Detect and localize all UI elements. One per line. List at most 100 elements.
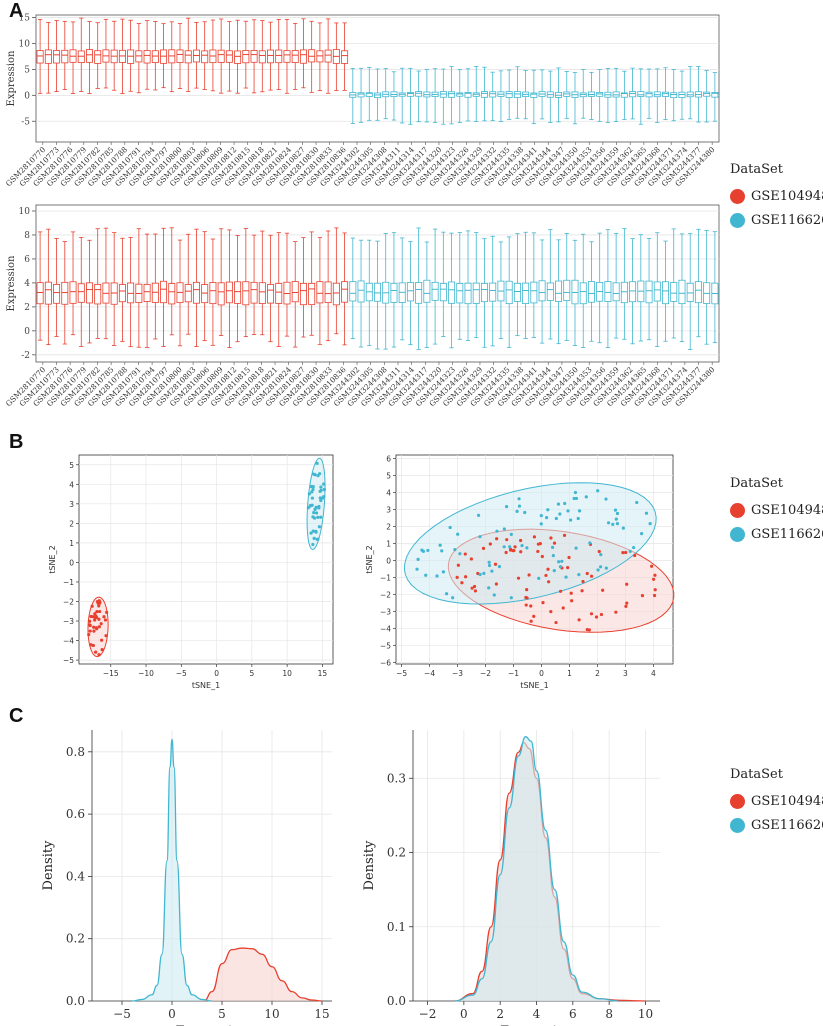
scatter-point	[311, 484, 315, 489]
scatter-point	[580, 589, 584, 593]
y-tick-label: 3	[69, 500, 74, 509]
box	[250, 281, 258, 304]
scatter-point	[487, 586, 491, 590]
legend-label: GSE116626	[751, 526, 823, 542]
y-tick-label: 0.2	[66, 932, 85, 946]
legend-c: DataSet GSE104948 GSE116626	[730, 767, 823, 838]
scatter-point	[451, 596, 455, 600]
legend-b: DataSet GSE104948 GSE116626	[730, 476, 823, 547]
box	[423, 279, 431, 303]
x-tick-label: −2	[419, 1007, 437, 1021]
box	[151, 50, 159, 64]
y-tick-label: −3	[380, 607, 391, 616]
box	[176, 49, 184, 64]
box	[439, 282, 447, 302]
scatter-point	[316, 515, 320, 519]
scatter-point	[481, 546, 486, 550]
legend-swatch-red	[730, 188, 745, 204]
scatter-point	[416, 557, 420, 561]
scatter-point	[100, 638, 104, 642]
scatter-point	[633, 553, 637, 558]
scatter-point	[551, 554, 555, 558]
scatter-point	[448, 525, 452, 530]
scatter-point	[322, 482, 326, 486]
density-line	[131, 738, 213, 1002]
scatter-point	[311, 542, 315, 547]
y-tick-label: 0	[24, 327, 30, 337]
scatter-point	[456, 563, 460, 567]
scatter-point	[495, 529, 499, 533]
y-tick-label: 6	[24, 255, 30, 265]
scatter-point	[574, 496, 579, 501]
box	[77, 283, 85, 303]
scatter-point	[546, 567, 550, 571]
y-tick-label: 1	[386, 539, 391, 548]
density-area	[454, 736, 619, 1001]
scatter-point	[519, 538, 523, 543]
scatter-point	[473, 589, 478, 593]
y-tick-label: 2	[69, 519, 74, 528]
box	[86, 49, 93, 63]
box	[662, 91, 669, 97]
box	[201, 284, 209, 304]
scatter-point	[560, 559, 564, 563]
x-tick-label: −2	[480, 669, 491, 678]
y-axis-label: Expression	[6, 50, 17, 107]
y-tick-label: 10	[19, 207, 31, 217]
scatter-point	[97, 653, 101, 657]
scatter-point	[456, 532, 460, 536]
box	[242, 50, 250, 64]
box	[563, 279, 571, 301]
x-tick-label: 0	[168, 1007, 176, 1021]
y-axis-label: Density	[362, 840, 377, 891]
scatter-point	[470, 586, 474, 590]
box	[234, 281, 242, 304]
scatter-point	[92, 629, 96, 633]
box	[620, 92, 628, 98]
scatter-point	[650, 564, 654, 568]
legend-label: GSE104948	[751, 502, 823, 518]
box	[464, 92, 472, 98]
box	[357, 280, 365, 303]
y-tick-label: −4	[63, 637, 74, 646]
scatter-point	[644, 511, 649, 515]
box	[184, 284, 192, 303]
scatter-point	[435, 574, 439, 578]
y-tick-label: 0	[69, 558, 74, 567]
x-tick-label: −5	[113, 1007, 131, 1021]
scatter-point	[319, 485, 323, 489]
y-tick-label: 0.2	[387, 846, 406, 860]
scatter-point	[478, 572, 482, 577]
scatter-point	[455, 575, 459, 579]
box	[415, 91, 423, 97]
x-tick-label: 15	[318, 669, 328, 678]
box	[448, 281, 456, 304]
x-tick-label: 2	[496, 1007, 504, 1021]
box	[160, 280, 168, 304]
density-line	[454, 736, 619, 1002]
box	[670, 282, 678, 302]
scatter-point	[444, 592, 449, 596]
box	[612, 282, 620, 302]
scatter-point	[567, 555, 571, 560]
scatter-point	[487, 563, 492, 568]
x-tick-label: 0	[460, 1007, 468, 1021]
box	[480, 282, 488, 303]
box	[69, 281, 77, 304]
box	[489, 282, 497, 302]
scatter-point	[525, 596, 529, 600]
scatter-point	[532, 535, 537, 539]
scatter-point	[421, 549, 425, 553]
scatter-point	[313, 473, 317, 477]
scatter-point	[98, 609, 102, 614]
box	[242, 281, 250, 306]
legend-title: DataSet	[730, 767, 783, 782]
y-tick-label: 0.8	[66, 745, 85, 759]
plot-frame	[78, 454, 334, 665]
box	[448, 91, 456, 98]
scatter-point	[558, 589, 563, 593]
legend-a: DataSet GSE104948 GSE116626	[730, 162, 823, 233]
scatter-point	[640, 532, 644, 536]
x-tick-label: 6	[569, 1007, 577, 1021]
box	[365, 92, 373, 97]
